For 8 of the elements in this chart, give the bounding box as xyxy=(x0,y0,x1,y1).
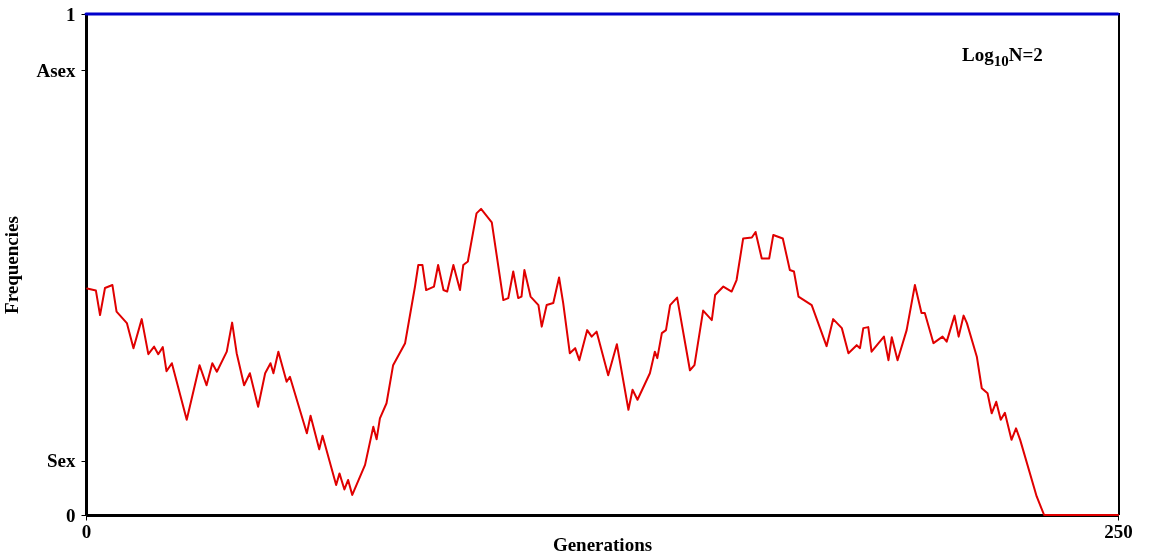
y-tick-label: 1 xyxy=(66,3,76,25)
y-axis-title: Frequencies xyxy=(1,216,23,314)
annotation: Log$_{10}$N=2 xyxy=(962,44,1043,70)
x-axis-title: Generations xyxy=(552,533,653,555)
y-tick-label: 0 xyxy=(66,504,76,526)
y-tick-label: Sex xyxy=(47,450,76,472)
x-tick-label: 250 xyxy=(1104,520,1133,542)
y-tick-label: Asex xyxy=(36,59,76,81)
